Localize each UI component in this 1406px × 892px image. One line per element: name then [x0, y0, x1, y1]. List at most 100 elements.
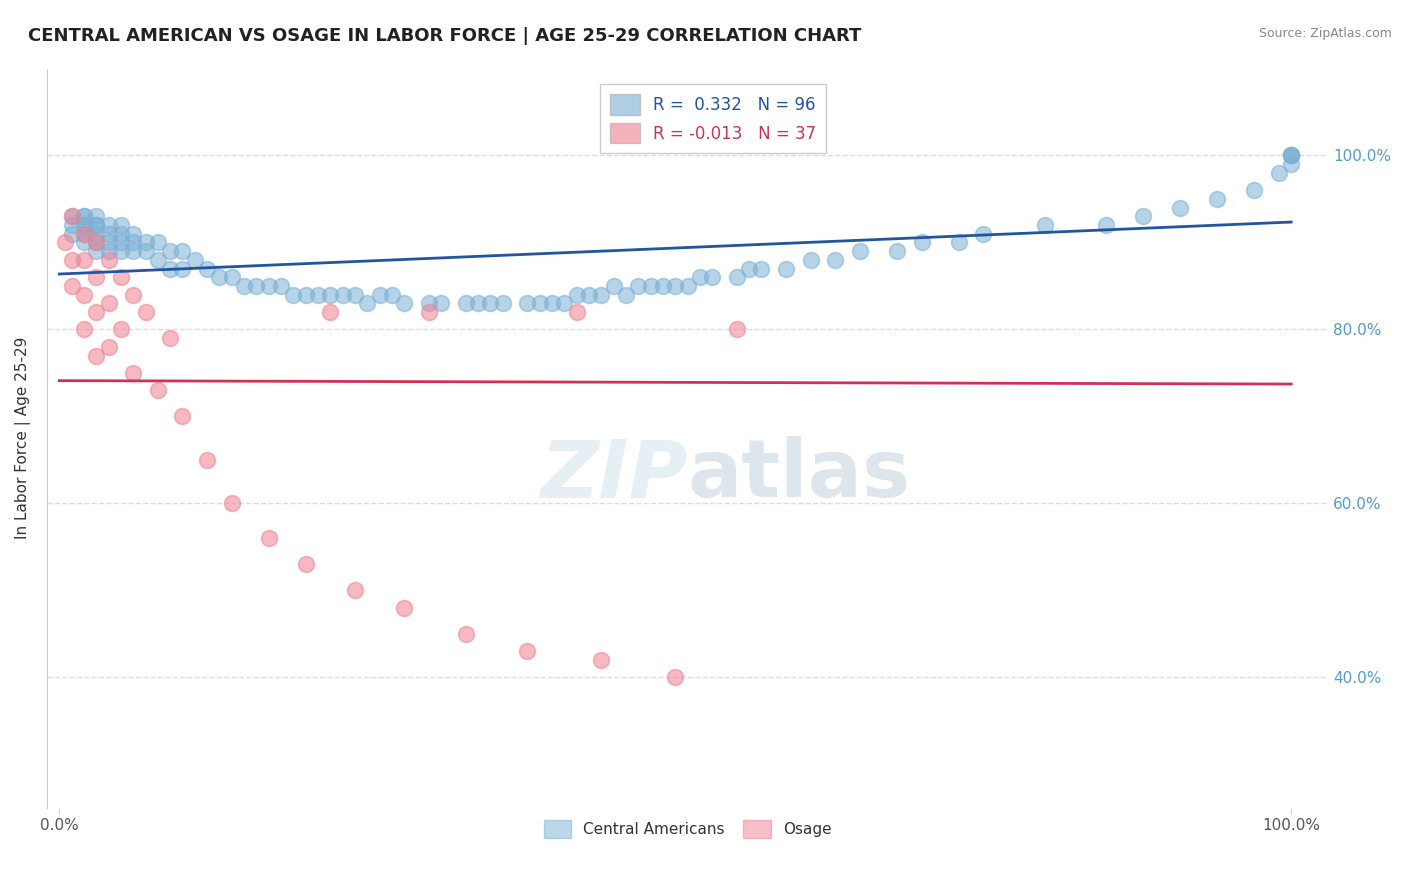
Point — [60, 210, 83, 224]
Point — [60, 210, 83, 224]
Point — [73, 227, 96, 241]
Point — [751, 261, 773, 276]
Point — [84, 218, 107, 232]
Point — [738, 261, 761, 276]
Point — [343, 287, 366, 301]
Point — [553, 296, 575, 310]
Point — [1279, 148, 1302, 162]
Point — [73, 218, 96, 232]
Point — [627, 279, 650, 293]
Point — [195, 453, 218, 467]
Point — [172, 409, 194, 424]
Point — [122, 235, 145, 250]
Point — [221, 270, 243, 285]
Point — [84, 218, 107, 232]
Point — [418, 305, 440, 319]
Point — [948, 235, 970, 250]
Text: ZIP: ZIP — [540, 436, 688, 514]
Point — [73, 210, 96, 224]
Point — [84, 244, 107, 259]
Point — [602, 279, 624, 293]
Point — [1279, 148, 1302, 162]
Point — [849, 244, 872, 259]
Point — [972, 227, 994, 241]
Point — [159, 244, 181, 259]
Point — [60, 252, 83, 267]
Point — [319, 287, 342, 301]
Point — [529, 296, 551, 310]
Point — [578, 287, 600, 301]
Point — [146, 235, 169, 250]
Point — [97, 252, 120, 267]
Point — [775, 261, 797, 276]
Point — [84, 270, 107, 285]
Point — [1243, 183, 1265, 197]
Point — [565, 287, 588, 301]
Point — [55, 235, 77, 250]
Point — [343, 583, 366, 598]
Text: atlas: atlas — [688, 436, 911, 514]
Point — [73, 287, 96, 301]
Point — [97, 227, 120, 241]
Point — [541, 296, 564, 310]
Point — [146, 384, 169, 398]
Point — [418, 296, 440, 310]
Point — [368, 287, 391, 301]
Point — [73, 322, 96, 336]
Point — [467, 296, 489, 310]
Point — [257, 531, 280, 545]
Point — [689, 270, 711, 285]
Point — [245, 279, 267, 293]
Point — [233, 279, 256, 293]
Point — [84, 235, 107, 250]
Point — [392, 296, 415, 310]
Point — [110, 270, 132, 285]
Point — [676, 279, 699, 293]
Point — [172, 244, 194, 259]
Point — [332, 287, 354, 301]
Point — [135, 305, 157, 319]
Point — [307, 287, 329, 301]
Point — [283, 287, 305, 301]
Point — [454, 627, 477, 641]
Point — [640, 279, 662, 293]
Point — [565, 305, 588, 319]
Point — [73, 227, 96, 241]
Point — [195, 261, 218, 276]
Point — [725, 322, 748, 336]
Point — [159, 331, 181, 345]
Point — [294, 558, 316, 572]
Point — [910, 235, 932, 250]
Point — [73, 210, 96, 224]
Point — [97, 244, 120, 259]
Point — [221, 496, 243, 510]
Point — [73, 252, 96, 267]
Point — [73, 218, 96, 232]
Point — [319, 305, 342, 319]
Point — [516, 296, 538, 310]
Point — [122, 287, 145, 301]
Point — [172, 261, 194, 276]
Point — [84, 305, 107, 319]
Point — [110, 322, 132, 336]
Point — [135, 244, 157, 259]
Point — [97, 340, 120, 354]
Point — [725, 270, 748, 285]
Point — [516, 644, 538, 658]
Point — [60, 218, 83, 232]
Point — [381, 287, 404, 301]
Point — [97, 218, 120, 232]
Point — [651, 279, 673, 293]
Point — [97, 235, 120, 250]
Point — [122, 227, 145, 241]
Point — [257, 279, 280, 293]
Point — [270, 279, 292, 293]
Point — [110, 244, 132, 259]
Point — [800, 252, 823, 267]
Point — [110, 235, 132, 250]
Point — [886, 244, 908, 259]
Point — [454, 296, 477, 310]
Point — [84, 227, 107, 241]
Point — [84, 349, 107, 363]
Point — [294, 287, 316, 301]
